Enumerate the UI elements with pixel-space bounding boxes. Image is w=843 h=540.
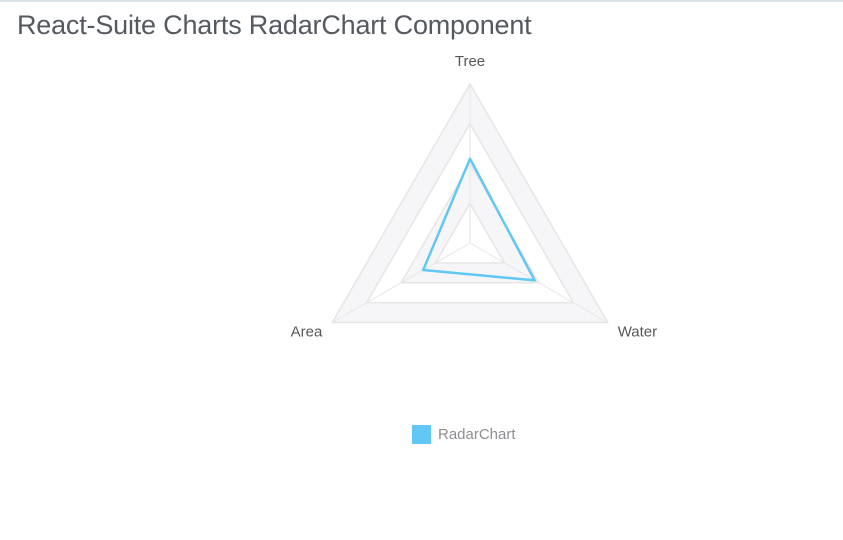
- top-border: [0, 0, 843, 2]
- radar-axis-label-water: Water: [618, 324, 657, 341]
- radar-series-layer: [421, 157, 536, 282]
- radar-axis-label-tree: Tree: [455, 53, 485, 70]
- legend-swatch: [412, 425, 431, 444]
- radar-axis-label-area: Area: [291, 324, 323, 341]
- radar-series-radarchart[interactable]: [421, 157, 536, 282]
- radar-split-line-3: [365, 122, 575, 304]
- radar-split-line-4: [331, 82, 609, 324]
- radar-axis-labels: Tree Water Area: [291, 53, 658, 341]
- radar-split-line-1: [434, 201, 506, 264]
- legend-item-radarchart[interactable]: RadarChart: [412, 425, 516, 444]
- radar-axis-lines: [332, 84, 608, 323]
- legend-label: RadarChart: [438, 426, 516, 443]
- page-title: React-Suite Charts RadarChart Component: [17, 10, 532, 40]
- radar-axis-line-water: [469, 242, 608, 323]
- radar-axis-line-area: [332, 242, 471, 323]
